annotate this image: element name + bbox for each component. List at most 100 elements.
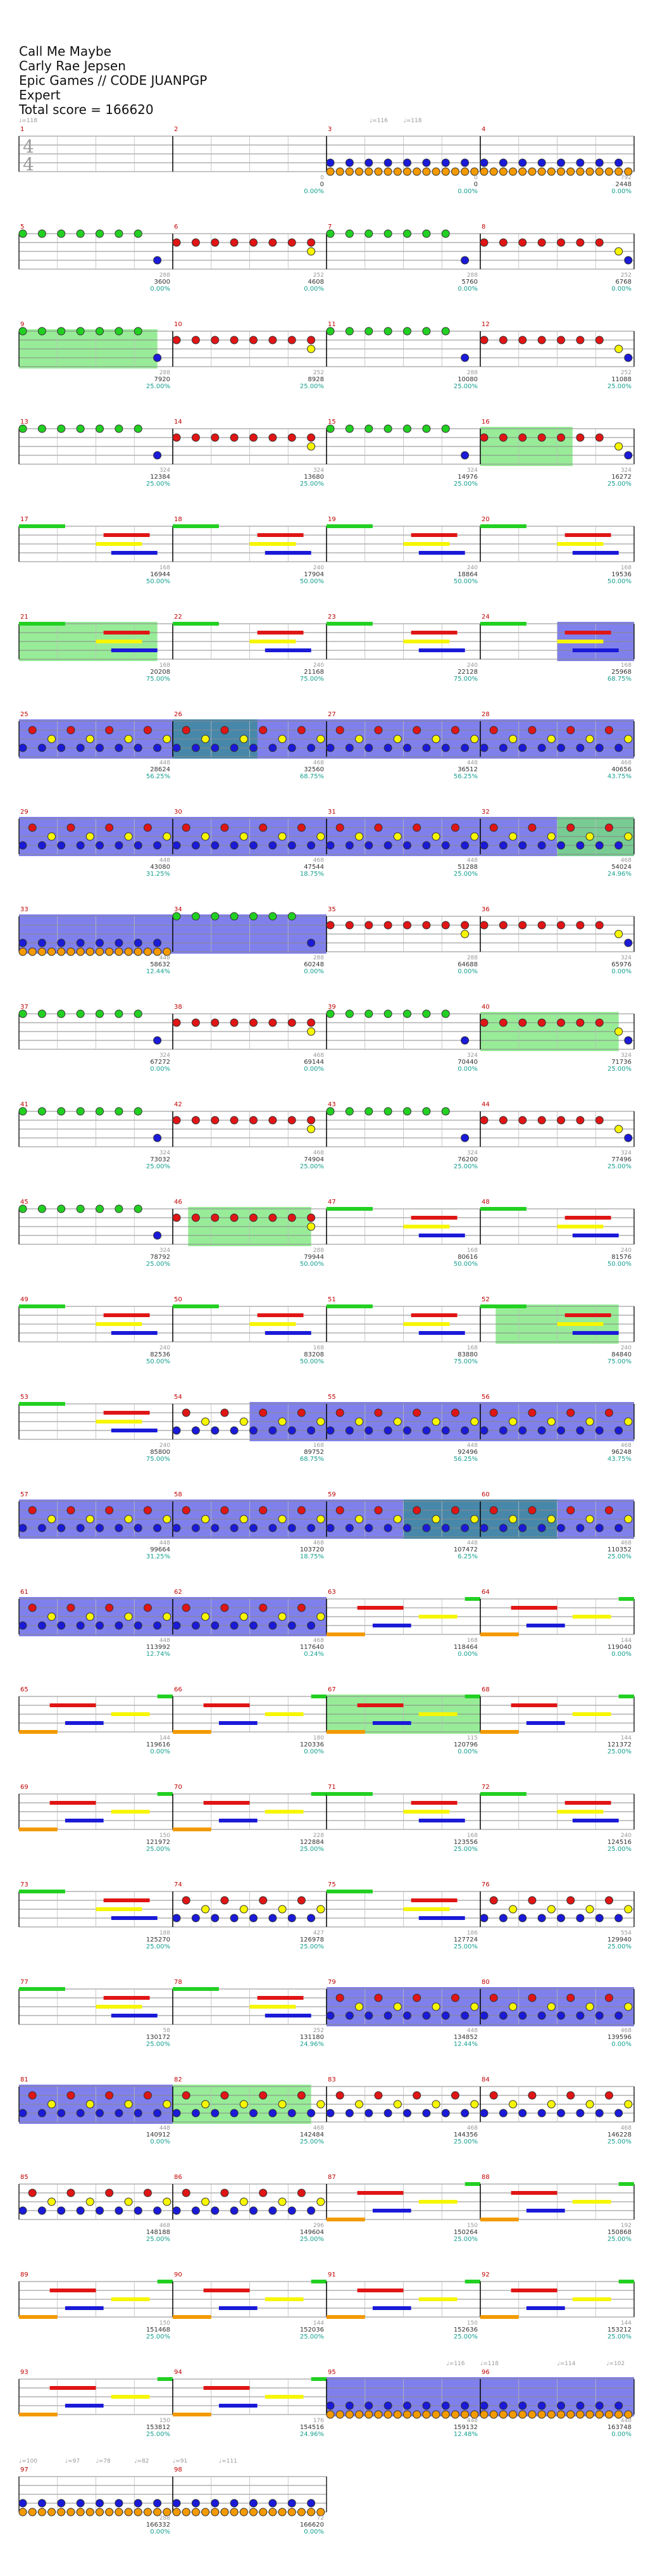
note-gem	[287, 1116, 296, 1125]
note-gem	[345, 1426, 354, 1435]
note-gem	[566, 2410, 575, 2419]
measure-percent: 25.00%	[608, 1163, 632, 1170]
note-gem	[403, 1107, 411, 1116]
notes-count: 468	[621, 2125, 632, 2131]
sustain-note	[311, 2280, 327, 2283]
note-gem	[413, 1993, 421, 2002]
note-gem	[451, 2410, 459, 2419]
measure-score: 80616	[458, 1254, 478, 1261]
measure-percent: 25.00%	[300, 1943, 324, 1950]
measure-score: 18864	[458, 571, 478, 578]
note-gem	[191, 433, 200, 442]
note-gem	[124, 735, 133, 743]
sustain-note	[572, 2297, 611, 2301]
note-gem	[614, 1125, 623, 1133]
note-gem	[287, 1213, 296, 1222]
note-gem	[37, 743, 46, 752]
note-gem	[509, 735, 518, 743]
measure-score: 83880	[458, 1351, 478, 1358]
note-gem	[268, 2109, 277, 2118]
note-gem	[604, 167, 613, 176]
sustain-note	[103, 533, 150, 537]
note-gem	[211, 1524, 220, 1532]
note-gem	[201, 1612, 210, 1621]
notes-count: 792	[621, 175, 632, 181]
sustain-note	[65, 2306, 104, 2310]
measure-score: 51288	[458, 864, 478, 871]
notes-count: 240	[313, 662, 324, 669]
sustain-note	[327, 2315, 365, 2319]
note-gem	[413, 726, 421, 735]
note-gem	[557, 1914, 565, 1923]
sustain-note	[618, 1695, 634, 1698]
notes-count: 144	[621, 1735, 632, 1741]
note-gem	[153, 451, 162, 460]
note-gem	[345, 158, 354, 167]
note-gem	[576, 1116, 585, 1125]
measure-number: 40	[482, 1004, 490, 1011]
total-score: Total score = 166620	[19, 102, 154, 117]
note-gem	[172, 2499, 181, 2508]
sustain-note	[96, 1907, 142, 1911]
notes-count: 176	[313, 2418, 324, 2424]
note-gem	[595, 2011, 604, 2020]
note-gem	[422, 1426, 431, 1435]
measure-score: 142484	[300, 2131, 324, 2138]
note-gem	[307, 238, 316, 247]
measure-percent: 25.00%	[300, 1163, 324, 1170]
measure-score: 149604	[300, 2229, 324, 2236]
note-gem	[518, 1116, 527, 1125]
sustain-note	[511, 1606, 558, 1610]
notes-count: 240	[621, 1833, 632, 1839]
note-gem	[489, 726, 498, 735]
note-gem	[441, 841, 450, 850]
sustain-note	[572, 1331, 619, 1335]
note-gem	[432, 1417, 440, 1426]
sustain-note	[557, 1322, 604, 1326]
note-gem	[557, 433, 565, 442]
note-gem	[537, 2011, 546, 2020]
note-gem	[528, 726, 537, 735]
note-gem	[624, 832, 633, 841]
measure-number: 10	[174, 321, 182, 328]
note-gem	[153, 1133, 162, 1142]
note-gem	[451, 1993, 459, 2002]
notes-count: 115	[467, 1735, 478, 1741]
note-gem	[96, 743, 104, 752]
measure-number: 49	[20, 1296, 28, 1303]
note-gem	[191, 1116, 200, 1125]
measure-score: 47544	[304, 864, 324, 871]
note-gem	[537, 158, 546, 167]
note-gem	[307, 1524, 316, 1532]
note-gem	[230, 1914, 239, 1923]
measure-percent: 0.00%	[611, 286, 632, 293]
notes-count: 168	[313, 1443, 324, 1449]
note-gem	[230, 2206, 239, 2215]
note-gem	[595, 158, 604, 167]
measure-score: 121372	[608, 1741, 632, 1748]
notes-count: 448	[159, 857, 170, 864]
measure-percent: 75.00%	[454, 1358, 478, 1365]
note-gem	[537, 238, 546, 247]
tempo-label: ♩=116	[447, 2361, 465, 2367]
note-gem	[105, 1603, 114, 1612]
note-gem	[604, 2091, 613, 2100]
note-gem	[518, 238, 527, 247]
sustain-note	[564, 1216, 611, 1220]
note-gem	[326, 2011, 335, 2020]
note-gem	[461, 2109, 470, 2118]
sustain-note	[203, 1703, 250, 1707]
